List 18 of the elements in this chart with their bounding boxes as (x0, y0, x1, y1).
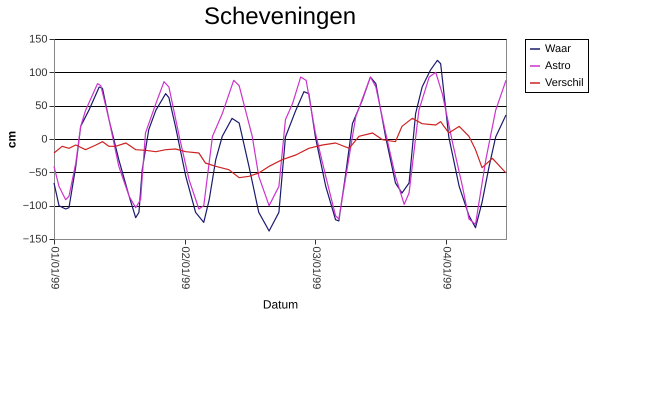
chart-title: Scheveningen (204, 3, 356, 30)
y-tick-label: −150 (22, 234, 48, 246)
y-tick-label: 150 (29, 34, 48, 46)
legend-label: Verschil (545, 77, 584, 89)
y-tick-label: 50 (35, 100, 48, 112)
y-axis-title: cm (4, 130, 19, 148)
y-tick-label: −100 (22, 200, 48, 212)
x-tick-label: 01/01/99 (48, 246, 60, 290)
x-axis-title: Datum (262, 297, 298, 312)
legend-label: Waar (545, 43, 572, 55)
x-tick-label: 03/01/99 (310, 246, 322, 290)
x-tick-label: 02/01/99 (179, 246, 192, 290)
y-tick-label: 100 (29, 66, 48, 79)
legend-label: Astro (545, 60, 571, 72)
x-tick-label: 04/01/99 (440, 246, 453, 290)
y-tick-label: −50 (28, 166, 48, 179)
line-series (53, 118, 507, 178)
y-tick-label: 0 (41, 134, 48, 146)
